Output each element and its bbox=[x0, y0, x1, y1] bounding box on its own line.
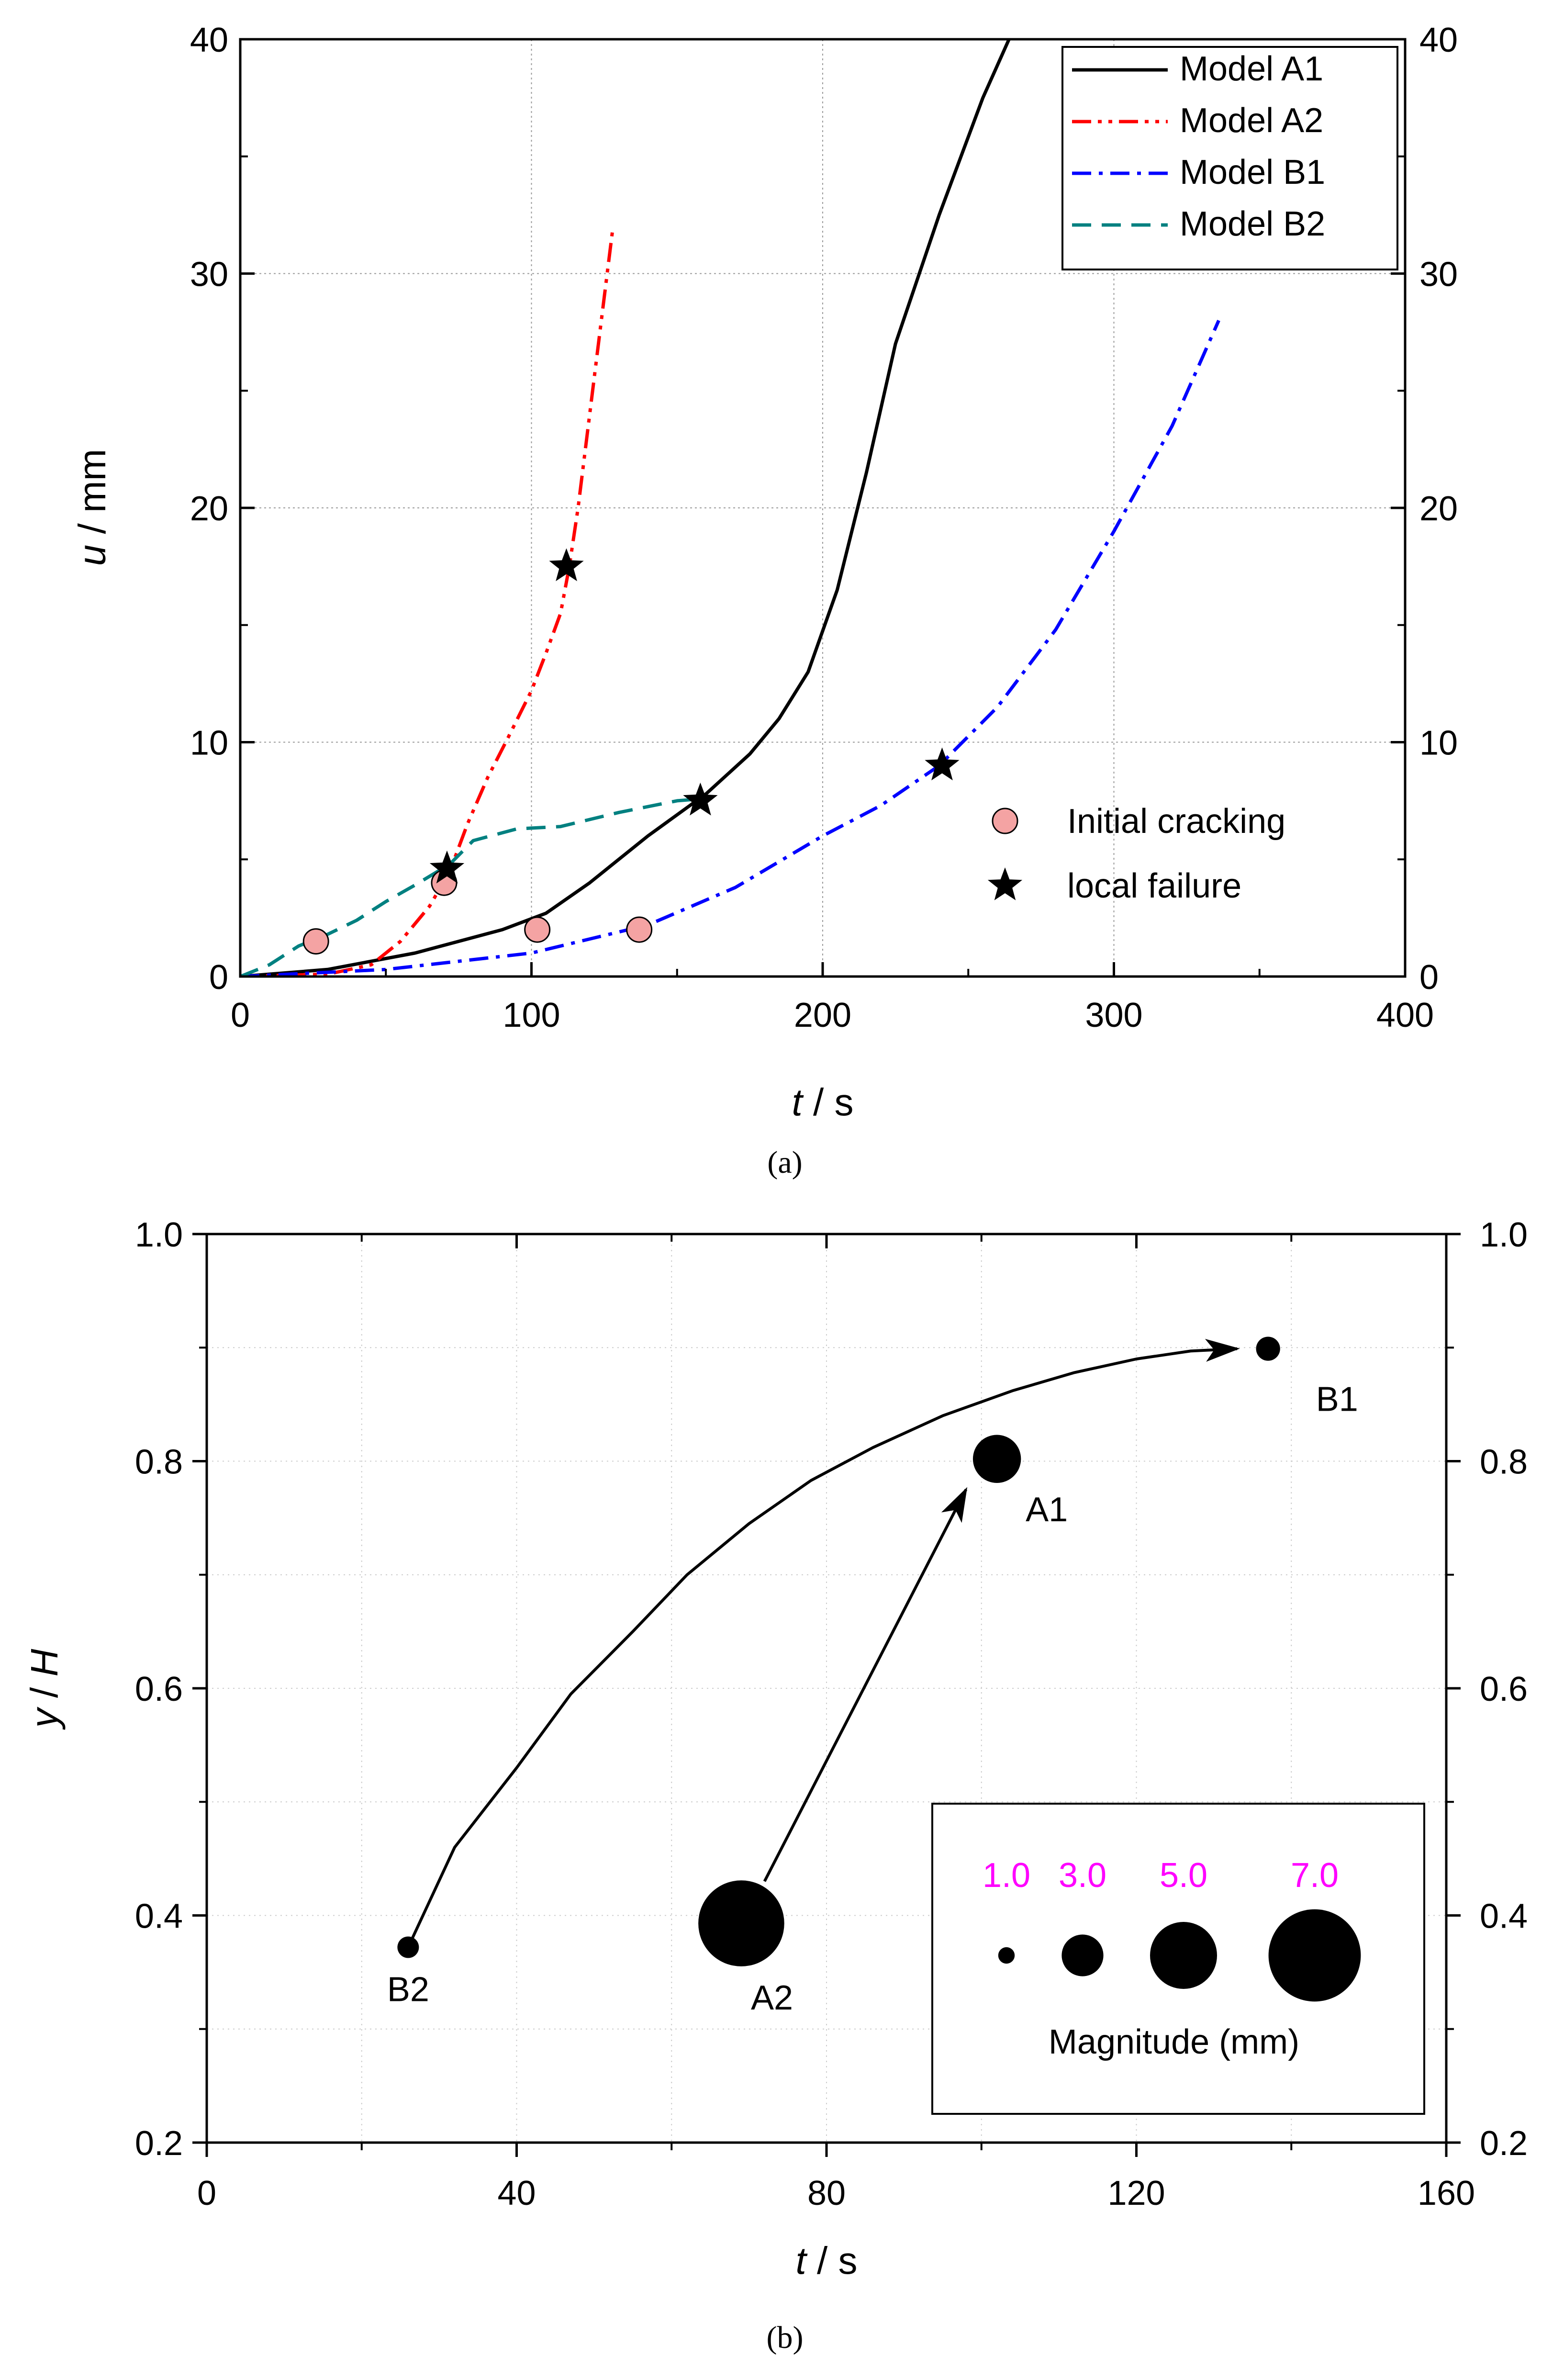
series-line-model-a2 bbox=[240, 226, 615, 977]
bubble-b2 bbox=[397, 1936, 419, 1958]
size-legend: Magnitude (mm) 1.0 3.0 5.0 7.0 bbox=[931, 1803, 1425, 2115]
panel-a-x-var: t bbox=[792, 1081, 804, 1123]
panel-b-x-unit: / s bbox=[806, 2239, 858, 2282]
y-tick-label: 1.0 bbox=[135, 1216, 183, 1254]
legend-label: Model B1 bbox=[1180, 153, 1325, 191]
size-legend-value: 3.0 bbox=[1059, 1856, 1106, 1895]
series-line-model-a1 bbox=[240, 39, 1011, 977]
size-legend-value: 1.0 bbox=[983, 1856, 1030, 1895]
bubble-a2 bbox=[698, 1880, 784, 1966]
panel-b-arrows bbox=[407, 1338, 1240, 1948]
panel-a-legend: Model A1 Model A2 Model B1 Model B2 bbox=[1061, 46, 1398, 270]
point-label-a1: A1 bbox=[1026, 1491, 1068, 1529]
panel-b-x-axis-label: t / s bbox=[796, 2239, 858, 2282]
x-tick-label: 160 bbox=[1418, 2174, 1475, 2212]
point-label-b2: B2 bbox=[387, 1970, 429, 2009]
legend-label: Model A2 bbox=[1180, 101, 1323, 140]
series-line-model-b1 bbox=[240, 319, 1220, 977]
panel-a-y-var: u bbox=[71, 545, 113, 566]
x-tick-label: 300 bbox=[1085, 996, 1142, 1034]
x-tick-label: 0 bbox=[231, 996, 250, 1034]
y-tick-label-right: 0.8 bbox=[1480, 1443, 1528, 1482]
x-tick-label: 200 bbox=[794, 996, 851, 1034]
legend-circle-icon bbox=[992, 808, 1018, 834]
panel-b-y-var2: H bbox=[23, 1649, 66, 1677]
local-failure-marker bbox=[925, 747, 960, 781]
size-legend-title: Magnitude (mm) bbox=[1049, 2023, 1299, 2061]
initial-cracking-marker bbox=[524, 916, 551, 943]
y-tick-label: 20 bbox=[190, 490, 228, 528]
x-tick-label: 400 bbox=[1376, 996, 1434, 1034]
panel-b-points: B2 A2 A1 B1 bbox=[387, 1336, 1358, 2017]
panel-a-grid bbox=[240, 39, 1405, 977]
arrow-a2-to-a1 bbox=[763, 1487, 968, 1882]
y-tick-label: 0.4 bbox=[135, 1897, 183, 1936]
y-tick-label: 0 bbox=[209, 958, 228, 997]
y-tick-label-right: 1.0 bbox=[1480, 1216, 1528, 1254]
bubble-b1 bbox=[1256, 1336, 1280, 1361]
y-tick-label-right: 20 bbox=[1419, 490, 1458, 528]
panel-a-x-axis-label: t / s bbox=[792, 1081, 854, 1123]
y-tick-label: 30 bbox=[190, 256, 228, 294]
panel-a-y-axis-label: u / mm bbox=[71, 449, 113, 566]
y-tick-label: 10 bbox=[190, 724, 228, 763]
point-label-a2: A2 bbox=[751, 1979, 793, 2017]
y-tick-label-right: 10 bbox=[1419, 724, 1458, 763]
y-tick-label-right: 0 bbox=[1419, 958, 1439, 997]
y-tick-label-right: 0.2 bbox=[1480, 2124, 1528, 2163]
panel-a-markers bbox=[302, 548, 960, 955]
x-tick-label: 40 bbox=[497, 2174, 536, 2212]
panel-b-y-axis-label: y / H bbox=[23, 1649, 66, 1730]
panel-a-caption: (a) bbox=[767, 1145, 802, 1180]
point-label-b1: B1 bbox=[1316, 1381, 1358, 1419]
panel-b-y-var: y bbox=[23, 1706, 66, 1730]
y-tick-label: 0.6 bbox=[135, 1670, 183, 1708]
bubble-a1 bbox=[972, 1435, 1021, 1483]
panel-a-x-unit: / s bbox=[803, 1081, 854, 1123]
y-tick-label-right: 30 bbox=[1419, 256, 1458, 294]
size-legend-value: 5.0 bbox=[1160, 1856, 1207, 1895]
panel-b-x-var: t bbox=[796, 2239, 808, 2282]
size-legend-bubble bbox=[998, 1947, 1015, 1964]
size-legend-bubble bbox=[1061, 1934, 1104, 1976]
legend-star-icon bbox=[987, 867, 1023, 900]
y-tick-label: 40 bbox=[190, 21, 228, 59]
y-tick-label-right: 0.4 bbox=[1480, 1897, 1528, 1936]
local-failure-marker bbox=[683, 782, 718, 816]
size-legend-bubble bbox=[1150, 1922, 1217, 1989]
legend-label: Model B2 bbox=[1180, 205, 1325, 243]
y-tick-label: 0.2 bbox=[135, 2124, 183, 2163]
x-tick-label: 120 bbox=[1107, 2174, 1165, 2212]
marker-legend-label: local failure bbox=[1067, 867, 1241, 905]
y-tick-label: 0.8 bbox=[135, 1443, 183, 1482]
y-tick-label-right: 40 bbox=[1419, 21, 1458, 59]
x-tick-label: 0 bbox=[197, 2174, 216, 2212]
panel-a-marker-legend: Initial cracking local failure bbox=[987, 802, 1285, 905]
marker-legend-label: Initial cracking bbox=[1067, 802, 1285, 841]
local-failure-marker bbox=[429, 850, 465, 884]
y-tick-label-right: 0.6 bbox=[1480, 1670, 1528, 1708]
x-tick-label: 100 bbox=[503, 996, 560, 1034]
panel-b-caption: (b) bbox=[767, 2320, 804, 2355]
legend-label: Model A1 bbox=[1180, 50, 1323, 88]
initial-cracking-marker bbox=[302, 928, 329, 955]
x-tick-label: 80 bbox=[807, 2174, 846, 2212]
legend-frame bbox=[1061, 46, 1398, 270]
panel-a-y-unit: / mm bbox=[71, 449, 113, 545]
arrow-b2-to-b1 bbox=[407, 1338, 1240, 1948]
panel-b-y-sep: / bbox=[23, 1677, 66, 1709]
size-legend-value: 7.0 bbox=[1291, 1856, 1339, 1895]
initial-cracking-marker bbox=[626, 916, 653, 943]
size-legend-bubble bbox=[1268, 1909, 1361, 2002]
local-failure-marker bbox=[549, 548, 584, 582]
